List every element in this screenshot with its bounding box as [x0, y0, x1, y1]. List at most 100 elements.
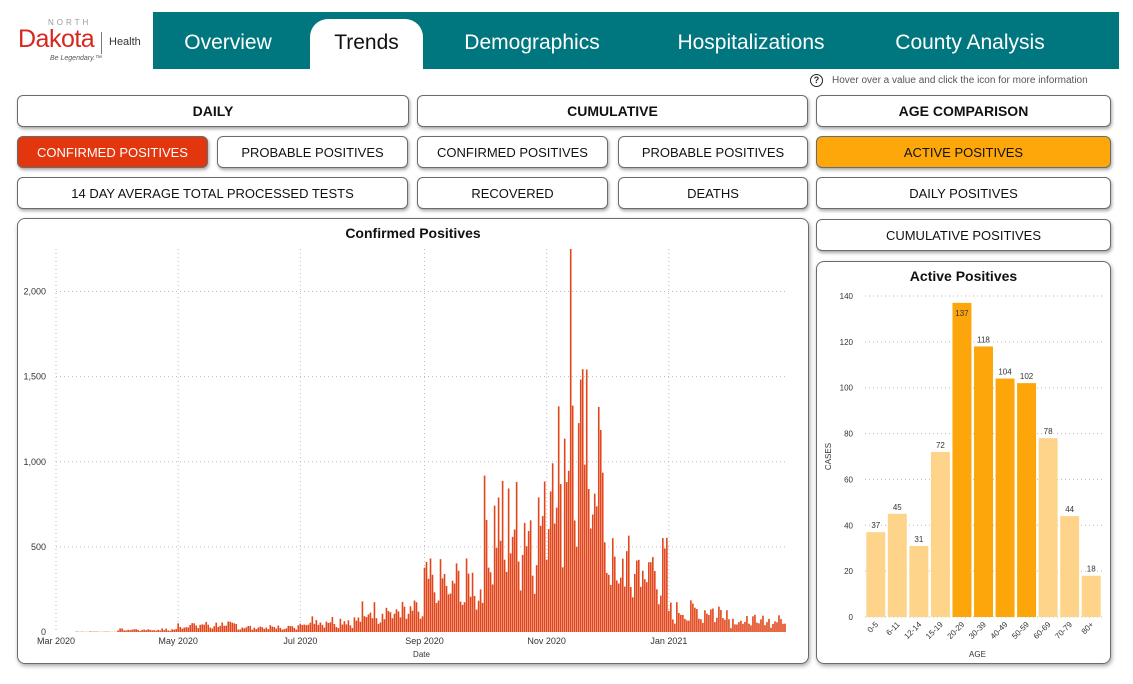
daily-bar	[309, 622, 312, 632]
age-data-label: 44	[1065, 505, 1074, 514]
deaths-button[interactable]: DEATHS	[618, 177, 808, 209]
nd-health-logo[interactable]: NORTH Dakota Health Be Legendary.™	[14, 16, 150, 68]
daily-bar	[419, 618, 422, 632]
cumulative-positives-button[interactable]: CUMULATIVE POSITIVES	[816, 219, 1111, 251]
daily-bar	[549, 491, 552, 632]
daily-bar	[531, 575, 534, 632]
daily-bar	[585, 369, 588, 632]
age-bar	[930, 451, 950, 617]
daily-bar	[718, 606, 720, 632]
daily-bar	[748, 623, 750, 632]
daily-bar	[413, 600, 416, 632]
age-data-label: 45	[893, 503, 902, 512]
daily-bar	[277, 625, 280, 632]
daily-bar	[389, 612, 392, 632]
logo-tagline: Be Legendary.™	[50, 55, 103, 62]
daily-bar	[565, 482, 568, 632]
daily-bar	[495, 547, 498, 632]
daily-bar	[245, 627, 248, 632]
daily-bar	[415, 602, 418, 632]
daily-bar	[603, 542, 606, 632]
daily-bar	[293, 627, 296, 632]
daily-bar	[135, 629, 137, 632]
daily-bar	[183, 627, 185, 632]
help-text: Hover over a value and click the icon fo…	[832, 74, 1088, 86]
daily-bar	[692, 603, 694, 632]
daily-bar	[521, 554, 524, 632]
daily-bar	[335, 627, 338, 632]
daily-bar	[323, 627, 326, 632]
daily-bar	[225, 625, 228, 632]
cumulative-confirmed-positives-button[interactable]: CONFIRMED POSITIVES	[417, 136, 608, 168]
tab-overview[interactable]: Overview	[184, 31, 272, 54]
daily-bar	[555, 507, 558, 632]
daily-bar	[179, 626, 181, 632]
daily-bar	[517, 561, 520, 632]
daily-bar	[379, 622, 382, 632]
daily-bar	[329, 622, 332, 632]
daily-confirmed-positives-button[interactable]: CONFIRMED POSITIVES	[17, 136, 208, 168]
active-positives-button[interactable]: ACTIVE POSITIVES	[816, 136, 1111, 168]
daily-bar	[631, 597, 634, 632]
daily-bar	[670, 602, 672, 632]
daily-bar	[297, 625, 300, 632]
question-circle-icon[interactable]: ?	[810, 73, 823, 87]
age-comparison-header-button[interactable]: AGE COMPARISON	[816, 95, 1111, 127]
age-x-tick-label: 80+	[1080, 620, 1096, 636]
age-bar	[866, 532, 886, 617]
daily-bar	[201, 624, 204, 632]
daily-bar	[605, 572, 608, 632]
daily-bar	[337, 628, 340, 632]
confirmed-positives-chart: 0 500 1,000 1,500 2,000 Mar 2020 May 2020 Jul 2…	[23, 249, 787, 659]
daily-bar	[515, 482, 518, 632]
daily-bar	[435, 603, 438, 632]
daily-bar	[417, 611, 420, 632]
daily-bar	[407, 613, 410, 632]
daily-bar	[732, 618, 734, 632]
recovered-button[interactable]: RECOVERED	[417, 177, 608, 209]
daily-bar	[473, 596, 476, 632]
daily-bar	[485, 519, 488, 632]
daily-bar	[369, 612, 372, 632]
age-x-tick-label: 6-11	[884, 620, 902, 638]
tab-county-analysis[interactable]: County Analysis	[895, 31, 1045, 54]
y-tick-label: 0	[41, 627, 46, 637]
daily-bar	[680, 614, 682, 632]
daily-bar	[533, 593, 536, 632]
daily-bar	[371, 618, 374, 632]
cumulative-probable-positives-button[interactable]: PROBABLE POSITIVES	[618, 136, 808, 168]
daily-bar	[215, 622, 218, 632]
daily-bar	[89, 631, 91, 632]
avg-processed-tests-button[interactable]: 14 DAY AVERAGE TOTAL PROCESSED TESTS	[17, 177, 408, 209]
daily-bar	[361, 601, 364, 632]
daily-bar	[307, 624, 310, 632]
x-axis-title: Date	[413, 650, 430, 659]
daily-bar	[177, 623, 179, 632]
daily-bar	[563, 438, 566, 632]
age-bar	[995, 378, 1015, 617]
tab-hospitalizations[interactable]: Hospitalizations	[677, 31, 825, 54]
daily-bar	[577, 423, 580, 632]
cumulative-header-button[interactable]: CUMULATIVE	[417, 95, 808, 127]
daily-bar	[545, 559, 548, 632]
age-data-label: 137	[955, 309, 969, 318]
daily-bar	[301, 625, 304, 632]
daily-bar	[287, 625, 290, 632]
age-x-tick-label: 60-69	[1032, 620, 1053, 641]
daily-bar	[551, 463, 554, 632]
tab-trends[interactable]: Trends	[310, 19, 423, 69]
age-y-tick-label: 20	[844, 567, 853, 576]
age-y-tick-label: 0	[849, 613, 854, 622]
daily-bar	[157, 629, 159, 632]
tab-demographics[interactable]: Demographics	[464, 31, 600, 54]
daily-bar	[467, 573, 470, 632]
daily-header-button[interactable]: DAILY	[17, 95, 409, 127]
daily-positives-button[interactable]: DAILY POSITIVES	[816, 177, 1111, 209]
daily-bar	[387, 611, 390, 632]
age-x-tick-label: 70-79	[1053, 620, 1074, 641]
daily-probable-positives-button[interactable]: PROBABLE POSITIVES	[217, 136, 408, 168]
daily-bar	[654, 571, 656, 632]
daily-bar	[447, 594, 450, 632]
daily-bar	[449, 593, 452, 632]
x-tick-label: Jan 2021	[650, 636, 687, 646]
